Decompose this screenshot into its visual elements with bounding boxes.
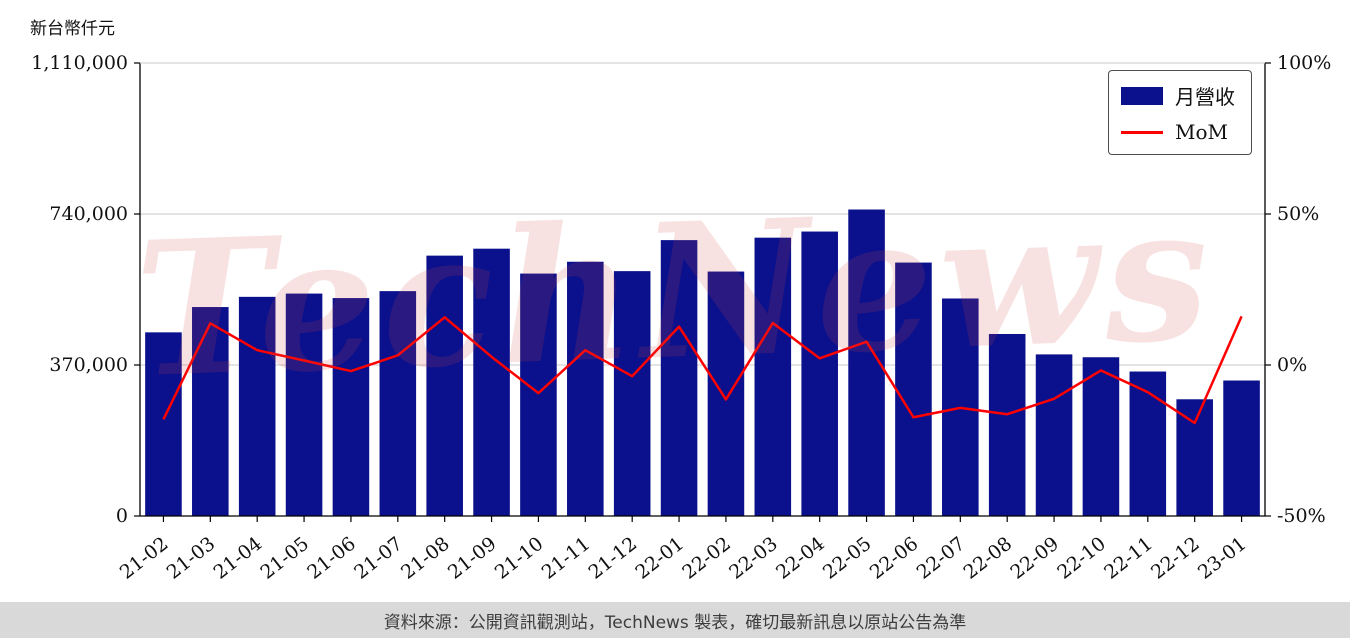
revenue-bar — [754, 237, 792, 516]
x-tick-label: 22-11 — [1100, 533, 1157, 584]
x-tick-label: 21-08 — [397, 533, 454, 584]
y-axis-title: 新台幣仟元 — [30, 19, 115, 39]
mom-line — [162, 315, 1243, 425]
left-tick-label: 740,000 — [49, 203, 128, 225]
x-tick-label: 22-05 — [819, 533, 876, 584]
revenue-bar — [1176, 399, 1213, 516]
revenue-bar — [988, 333, 1026, 516]
legend-label-revenue: 月營收 — [1175, 85, 1235, 109]
x-tick-label: 21-12 — [585, 533, 642, 584]
revenue-bar — [895, 262, 932, 516]
x-tick-label: 22-06 — [866, 533, 923, 584]
right-tick-label: 0% — [1277, 354, 1307, 376]
x-tick-label: 22-10 — [1053, 533, 1110, 584]
bar-swatch-icon — [1121, 86, 1163, 105]
x-tick-label: 21-11 — [538, 533, 595, 584]
x-tick-label: 22-08 — [960, 533, 1017, 584]
x-tick-label: 21-05 — [256, 533, 313, 584]
revenue-bar — [379, 291, 417, 516]
x-tick-label: 21-03 — [163, 533, 220, 584]
x-tick-label: 22-03 — [725, 533, 782, 584]
x-tick-label: 21-04 — [210, 533, 267, 584]
left-tick-label: 0 — [116, 505, 128, 527]
x-tick-label: 22-04 — [772, 533, 829, 584]
chart-area: 0 370,000 740,000 1,110,000 -50% 0% 50% 100% 21-… — [31, 52, 1331, 584]
legend-item-mom: MoM — [1121, 120, 1235, 144]
revenue-bar — [1082, 357, 1120, 516]
revenue-bar — [613, 271, 651, 516]
legend-item-revenue: 月營收 — [1121, 81, 1235, 110]
left-tick-label: 1,110,000 — [31, 52, 128, 74]
revenue-bar — [567, 261, 604, 516]
revenue-bar — [426, 255, 463, 517]
right-tick-label: -50% — [1277, 505, 1326, 527]
x-tick-label: 22-12 — [1147, 533, 1204, 584]
revenue-bar — [145, 332, 182, 516]
source-footer: 資料來源：公開資訊觀測站，TechNews 製表，確切最新訊息以原站公告為準 — [0, 602, 1350, 638]
revenue-bar — [707, 271, 745, 516]
revenue-bar — [332, 298, 370, 516]
chart-svg: 0 370,000 740,000 1,110,000 -50% 0% 50% 100% 21-… — [31, 52, 1331, 584]
x-tick-label: 21-07 — [350, 533, 407, 584]
revenue-bar — [1035, 354, 1073, 516]
x-tick-label: 22-09 — [1006, 533, 1063, 584]
right-tick-label: 100% — [1277, 52, 1331, 74]
x-tick-label: 23-01 — [1194, 533, 1251, 584]
revenue-bar — [473, 248, 510, 516]
x-tick-label: 22-02 — [678, 533, 735, 584]
x-tick-label: 22-07 — [913, 533, 970, 584]
legend: 月營收 MoM — [1108, 70, 1252, 155]
revenue-bar — [801, 231, 838, 516]
revenue-bar — [192, 307, 229, 516]
left-tick-label: 370,000 — [49, 354, 128, 376]
revenue-bar — [238, 296, 276, 516]
line-swatch-icon — [1121, 130, 1163, 134]
x-tick-label: 21-02 — [116, 533, 173, 584]
revenue-bar — [660, 240, 698, 517]
revenue-bar — [285, 293, 323, 516]
revenue-bar — [1223, 380, 1260, 516]
x-tick-label: 21-06 — [303, 533, 360, 584]
revenue-bar — [1129, 371, 1167, 516]
x-tick-label: 22-01 — [631, 533, 688, 584]
right-tick-label: 50% — [1277, 203, 1319, 225]
legend-label-mom: MoM — [1175, 120, 1228, 144]
x-tick-label: 21-10 — [491, 533, 548, 584]
x-tick-label: 21-09 — [444, 533, 501, 584]
revenue-bar — [520, 273, 557, 516]
